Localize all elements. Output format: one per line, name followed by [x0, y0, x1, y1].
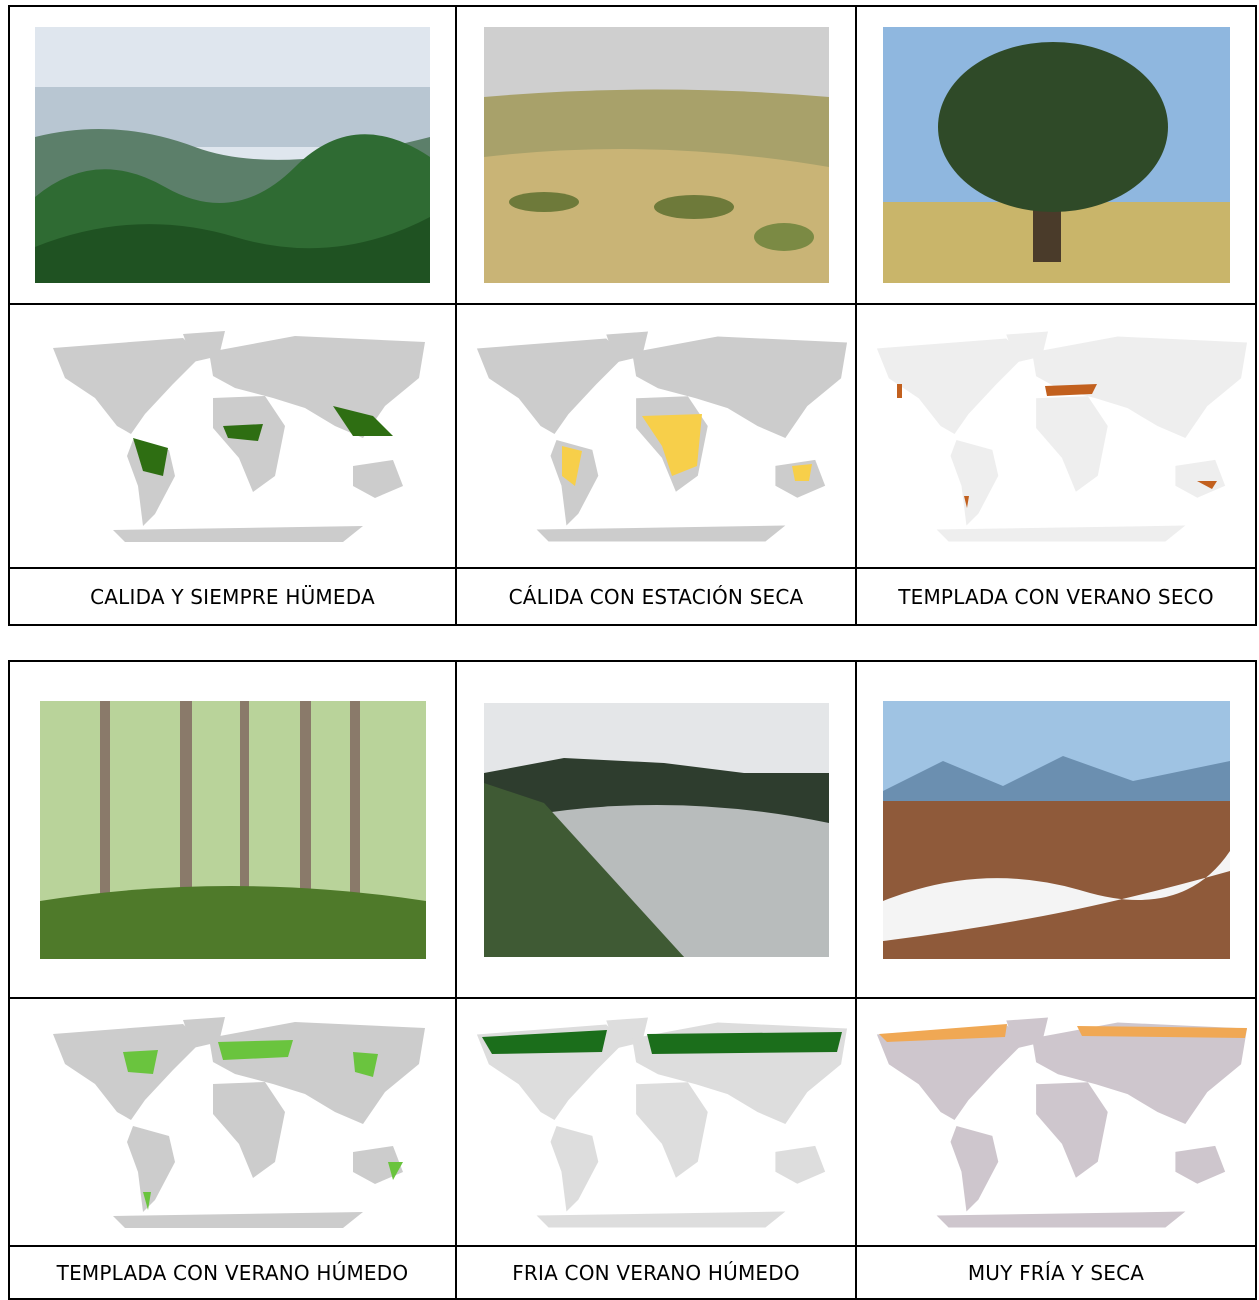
world-map [857, 1012, 1255, 1232]
map-cell [857, 305, 1255, 569]
label-cell: CÁLIDA CON ESTACIÓN SECA [457, 569, 857, 624]
world-map [457, 1012, 855, 1232]
climate-label: FRIA CON VERANO HÚMEDO [512, 1261, 800, 1285]
label-cell: MUY FRÍA Y SECA [857, 1247, 1255, 1298]
photo-savanna [484, 27, 829, 283]
photo-boreal-river [484, 703, 829, 957]
climate-label: MUY FRÍA Y SECA [968, 1261, 1144, 1285]
photo-cell [10, 662, 457, 999]
label-cell: TEMPLADA CON VERANO HÚMEDO [10, 1247, 457, 1298]
label-cell: CALIDA Y SIEMPRE HÜMEDA [10, 569, 457, 624]
photo-cell [457, 662, 857, 999]
photo-rainforest [35, 27, 430, 283]
table: TEMPLADA CON VERANO HÚMEDO FRIA CON VERA… [8, 660, 1257, 1300]
world-map [33, 1012, 433, 1232]
map-cell [857, 999, 1255, 1247]
climate-label: TEMPLADA CON VERANO SECO [898, 585, 1214, 609]
photo-oak [883, 27, 1230, 283]
climate-label: TEMPLADA CON VERANO HÚMEDO [57, 1261, 409, 1285]
photo-cell [857, 662, 1255, 999]
label-cell: FRIA CON VERANO HÚMEDO [457, 1247, 857, 1298]
table: CALIDA Y SIEMPRE HÜMEDA CÁLIDA CON ESTAC… [8, 5, 1257, 626]
climate-label: CÁLIDA CON ESTACIÓN SECA [509, 585, 804, 609]
world-map [33, 326, 433, 546]
photo-cell [857, 7, 1255, 305]
photo-beech-forest [40, 701, 426, 959]
map-cell [457, 305, 857, 569]
map-cell [10, 305, 457, 569]
page: {"tables": [ {"labels": ["CALIDA Y SIEMP… [0, 0, 1259, 1300]
map-cell [457, 999, 857, 1247]
photo-cell [10, 7, 457, 305]
climate-label: CALIDA Y SIEMPRE HÜMEDA [90, 585, 375, 609]
map-cell [10, 999, 457, 1247]
world-map [457, 326, 855, 546]
photo-tundra [883, 701, 1230, 959]
world-map [857, 326, 1255, 546]
photo-cell [457, 7, 857, 305]
label-cell: TEMPLADA CON VERANO SECO [857, 569, 1255, 624]
